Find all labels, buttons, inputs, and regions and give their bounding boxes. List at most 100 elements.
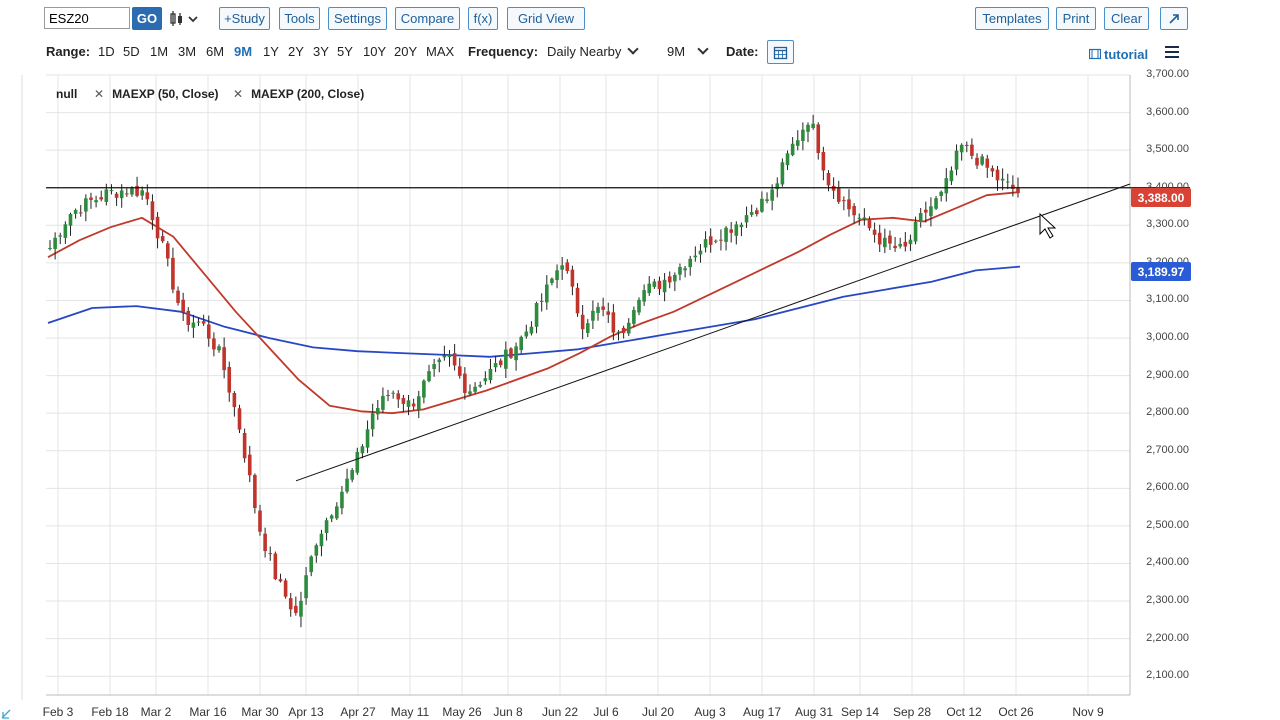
chart-type-dropdown[interactable] bbox=[168, 9, 202, 29]
candle bbox=[493, 356, 498, 373]
candle bbox=[370, 403, 375, 437]
candle bbox=[888, 230, 892, 251]
resize-handle-icon[interactable] bbox=[0, 708, 14, 720]
candle bbox=[708, 228, 713, 253]
candle bbox=[114, 191, 119, 206]
x-tick-label: Oct 26 bbox=[998, 705, 1034, 719]
range-6m[interactable]: 6M bbox=[206, 44, 225, 59]
y-tick-label: 3,300.00 bbox=[1146, 218, 1189, 231]
x-tick-label: Aug 3 bbox=[694, 705, 726, 719]
x-tick-label: Feb 3 bbox=[42, 705, 74, 719]
candle bbox=[222, 337, 226, 379]
candle bbox=[898, 237, 903, 249]
candle bbox=[836, 180, 841, 204]
candle bbox=[744, 206, 749, 228]
clear-button[interactable]: Clear bbox=[1104, 7, 1149, 30]
candle bbox=[673, 272, 677, 292]
candle bbox=[63, 221, 68, 244]
candle bbox=[842, 196, 846, 211]
candle bbox=[560, 256, 564, 280]
candle bbox=[539, 293, 544, 312]
tutorial-link[interactable]: tutorial bbox=[1088, 47, 1148, 62]
candle bbox=[58, 232, 63, 245]
range-max[interactable]: MAX bbox=[426, 44, 455, 59]
candle bbox=[237, 404, 242, 434]
candle bbox=[365, 420, 370, 454]
grid-view-button[interactable]: Grid View bbox=[507, 7, 585, 30]
candle bbox=[867, 216, 872, 231]
candle bbox=[109, 184, 114, 195]
settings-button[interactable]: Settings bbox=[328, 7, 387, 30]
function-button[interactable]: f(x) bbox=[468, 7, 498, 30]
candle bbox=[1000, 168, 1005, 191]
candle bbox=[688, 255, 693, 276]
mouse-cursor-icon bbox=[1039, 212, 1057, 239]
candle bbox=[468, 384, 472, 397]
ma200-line bbox=[47, 265, 1021, 358]
candle bbox=[473, 382, 477, 394]
tools-button[interactable]: Tools bbox=[279, 7, 320, 30]
candle bbox=[714, 239, 718, 244]
candle bbox=[678, 263, 682, 281]
candle bbox=[104, 183, 109, 206]
hamburger-menu-icon[interactable] bbox=[1165, 46, 1179, 58]
compare-button[interactable]: Compare bbox=[395, 7, 460, 30]
candle bbox=[335, 502, 339, 520]
frequency-value: Daily Nearby bbox=[547, 44, 622, 59]
range-3m[interactable]: 3M bbox=[178, 44, 197, 59]
candle bbox=[596, 302, 600, 321]
add-study-button[interactable]: +Study bbox=[219, 7, 270, 30]
candle bbox=[427, 364, 431, 383]
go-button[interactable]: GO bbox=[132, 7, 162, 30]
ma50-line bbox=[47, 191, 1019, 415]
candle bbox=[734, 221, 739, 245]
range-1y[interactable]: 1Y bbox=[263, 44, 279, 59]
candle bbox=[201, 314, 206, 326]
candle bbox=[1011, 175, 1015, 197]
candle bbox=[345, 468, 349, 494]
templates-button[interactable]: Templates bbox=[975, 7, 1049, 30]
range-1m[interactable]: 1M bbox=[150, 44, 169, 59]
close-icon[interactable]: ✕ bbox=[94, 87, 105, 101]
range-3y[interactable]: 3Y bbox=[313, 44, 329, 59]
legend-item-ma200: ✕ MAEXP (200, Close) bbox=[233, 87, 364, 101]
range-5y[interactable]: 5Y bbox=[337, 44, 353, 59]
date-picker-button[interactable] bbox=[767, 40, 794, 64]
candle bbox=[749, 204, 754, 217]
close-icon[interactable]: ✕ bbox=[233, 87, 244, 101]
candle bbox=[140, 186, 144, 200]
candle bbox=[883, 228, 887, 254]
candle bbox=[478, 381, 483, 388]
range-9m[interactable]: 9M bbox=[234, 44, 253, 59]
symbol-input[interactable] bbox=[44, 7, 130, 29]
y-tick-label: 3,100.00 bbox=[1146, 293, 1189, 306]
candle bbox=[954, 144, 959, 176]
expand-button[interactable] bbox=[1160, 7, 1188, 30]
candle bbox=[452, 343, 457, 371]
candle bbox=[48, 240, 52, 251]
candle bbox=[196, 317, 201, 327]
frequency-dropdown[interactable]: Daily Nearby bbox=[547, 43, 640, 59]
candle bbox=[437, 357, 442, 373]
print-button[interactable]: Print bbox=[1056, 7, 1096, 30]
candle bbox=[278, 573, 283, 583]
range-10y[interactable]: 10Y bbox=[363, 44, 387, 59]
range-5d[interactable]: 5D bbox=[123, 44, 140, 59]
candle bbox=[406, 394, 411, 416]
range-1d[interactable]: 1D bbox=[98, 44, 115, 59]
range-20y[interactable]: 20Y bbox=[394, 44, 418, 59]
range-2y[interactable]: 2Y bbox=[288, 44, 304, 59]
candle bbox=[929, 197, 933, 227]
y-tick-label: 2,300.00 bbox=[1146, 594, 1189, 607]
candle bbox=[504, 341, 508, 379]
candle bbox=[550, 277, 554, 286]
y-tick-label: 2,800.00 bbox=[1146, 406, 1189, 419]
x-tick-label: Mar 16 bbox=[189, 705, 227, 719]
candle bbox=[657, 276, 662, 296]
candle bbox=[488, 358, 493, 384]
candle bbox=[529, 321, 534, 336]
candle bbox=[719, 229, 723, 251]
period-dropdown[interactable]: 9M bbox=[667, 43, 709, 59]
x-tick-label: Sep 14 bbox=[840, 705, 880, 719]
